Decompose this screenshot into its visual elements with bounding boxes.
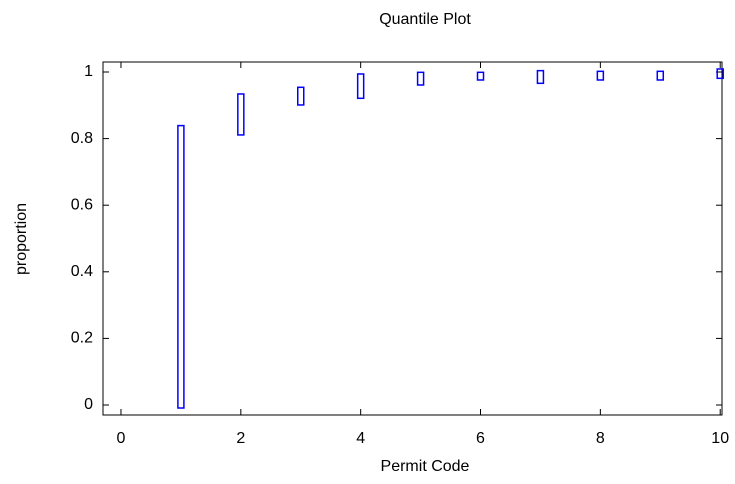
quantile-range — [237, 93, 245, 136]
quantile-range — [416, 71, 425, 86]
x-tick-label: 4 — [356, 430, 365, 447]
x-tick-label: 2 — [236, 430, 245, 447]
quantile-range — [536, 69, 545, 85]
x-tick-label: 0 — [117, 430, 126, 447]
y-tick-label: 0.8 — [71, 130, 93, 147]
quantile-range — [296, 86, 305, 106]
y-tick-label: 1 — [84, 63, 93, 80]
y-tick-label: 0.2 — [71, 330, 93, 347]
chart-title: Quantile Plot — [379, 11, 471, 28]
quantile-range — [476, 71, 485, 81]
quantile-range — [656, 70, 665, 81]
quantile-range — [716, 68, 724, 80]
x-axis-label: Permit Code — [381, 458, 470, 475]
quantile-range — [596, 70, 605, 81]
y-tick-label: 0.4 — [71, 263, 93, 280]
x-tick-label: 10 — [711, 430, 729, 447]
plot-frame — [102, 61, 723, 416]
quantile-range — [177, 124, 185, 409]
quantile-range — [356, 73, 365, 100]
x-tick-label: 6 — [476, 430, 485, 447]
y-axis-label: proportion — [13, 203, 30, 275]
x-tick-label: 8 — [596, 430, 605, 447]
y-tick-label: 0.6 — [71, 196, 93, 213]
y-tick-label: 0 — [84, 396, 93, 413]
